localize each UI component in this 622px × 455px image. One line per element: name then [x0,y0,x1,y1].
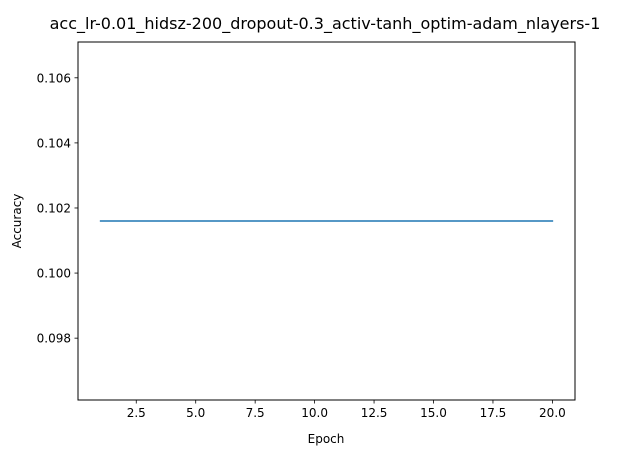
y-axis-label: Accuracy [10,194,24,249]
x-axis-label: Epoch [308,432,345,446]
x-tick-label: 10.0 [301,406,328,420]
y-tick-label: 0.100 [37,267,71,281]
x-tick-label: 15.0 [420,406,447,420]
y-tick-label: 0.104 [37,136,71,150]
x-tick-label: 2.5 [127,406,146,420]
x-tick-label: 5.0 [186,406,205,420]
x-tick-label: 20.0 [539,406,566,420]
y-tick-label: 0.102 [37,201,71,215]
y-tick-label: 0.106 [37,71,71,85]
x-tick-label: 12.5 [361,406,388,420]
plot-area-frame [77,41,576,401]
chart-title: acc_lr-0.01_hidsz-200_dropout-0.3_activ-… [50,14,601,34]
x-tick-label: 17.5 [480,406,507,420]
y-tick-label: 0.098 [37,332,71,346]
x-tick-label: 7.5 [246,406,265,420]
x-axis-ticks: 2.5 5.0 7.5 10.0 12.5 15.0 17.5 20.0 [127,400,566,420]
y-axis-ticks: 0.098 0.100 0.102 0.104 0.106 [37,71,78,346]
